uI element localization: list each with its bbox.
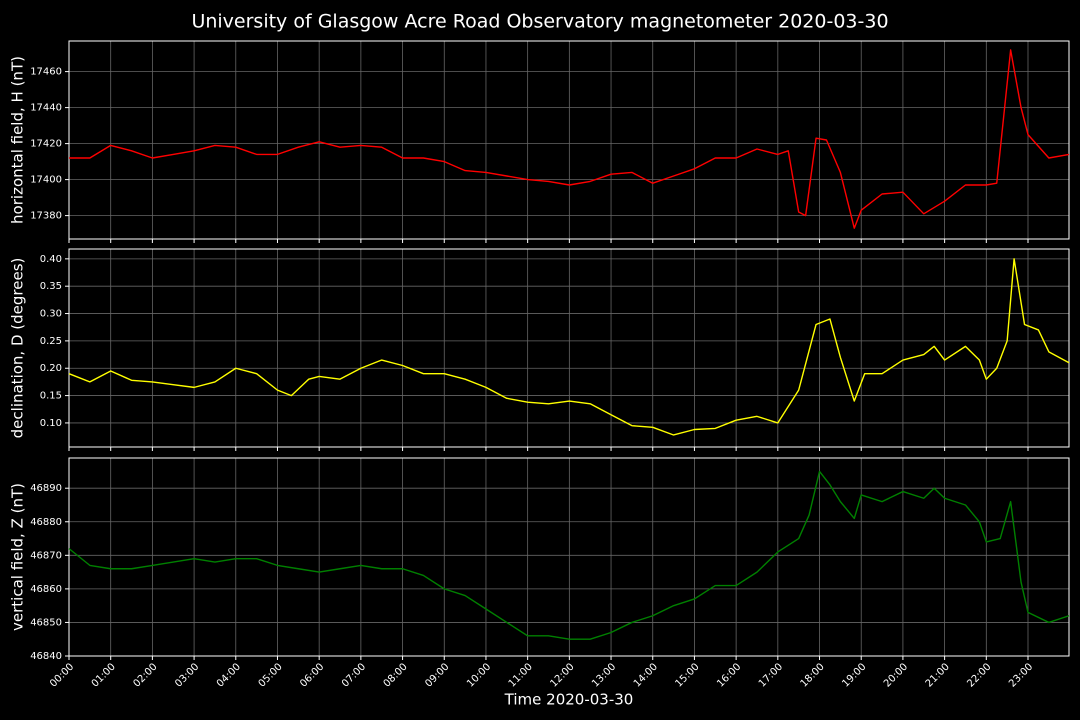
y-tick-label: 0.15 <box>40 391 62 402</box>
y-tick-label: 46850 <box>30 617 62 628</box>
y-axis-label: horizontal field, H (nT) <box>9 56 27 224</box>
y-tick-label: 17460 <box>30 67 62 78</box>
figure-title: University of Glasgow Acre Road Observat… <box>191 11 888 33</box>
axes-frame <box>68 40 1070 240</box>
y-tick-label: 17440 <box>30 103 62 114</box>
y-tick-label: 0.40 <box>40 254 62 265</box>
y-tick-label: 0.10 <box>40 418 62 429</box>
y-tick-label: 46890 <box>30 483 62 494</box>
x-axis-label: Time 2020-03-30 <box>504 691 634 709</box>
y-tick-label: 46840 <box>30 651 62 662</box>
y-tick-label: 0.25 <box>40 336 62 347</box>
y-tick-label: 0.20 <box>40 363 62 374</box>
y-tick-label: 46880 <box>30 517 62 528</box>
axes-frame <box>68 457 1070 657</box>
y-tick-label: 46870 <box>30 550 62 561</box>
y-tick-label: 17380 <box>30 211 62 222</box>
data-line <box>68 470 1070 640</box>
data-line <box>69 49 1070 229</box>
y-tick-label: 17400 <box>30 175 62 186</box>
axes-frame <box>68 248 1070 448</box>
y-tick-label: 17420 <box>30 139 62 150</box>
y-axis-label: declination, D (degrees) <box>9 258 27 439</box>
y-tick-label: 46860 <box>30 584 62 595</box>
y-axis-label: vertical field, Z (nT) <box>9 483 27 631</box>
y-tick-label: 0.35 <box>40 281 62 292</box>
data-line <box>68 258 1070 436</box>
y-tick-label: 0.30 <box>40 309 62 320</box>
